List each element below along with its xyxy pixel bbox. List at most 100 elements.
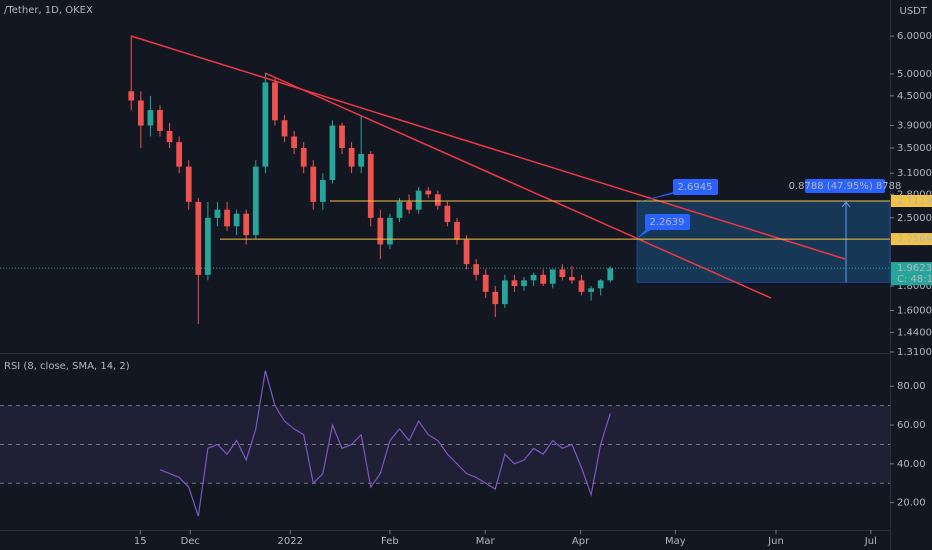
x-tick-label: Mar	[476, 536, 496, 547]
candle-body	[473, 264, 480, 275]
countdown-label: C: 48:17	[897, 274, 932, 285]
level-label-bg	[891, 195, 932, 208]
callout-bg	[673, 179, 718, 195]
candle-body	[166, 130, 173, 143]
candle-body	[377, 217, 384, 245]
candle-body	[454, 222, 460, 240]
candle-body	[549, 269, 556, 284]
measure-box	[636, 200, 891, 283]
trend-line	[264, 72, 772, 299]
candle-body	[195, 201, 202, 275]
candle-body	[185, 166, 192, 202]
y-tick-label: 2.5000	[897, 213, 932, 224]
candle-body	[358, 154, 365, 167]
x-tick-label: Dec	[181, 536, 200, 547]
y-tick-label: 1.6000	[897, 305, 932, 316]
candle-body	[540, 274, 547, 284]
candle-body	[396, 201, 403, 218]
candle-body	[319, 179, 326, 202]
candle-body	[281, 120, 288, 137]
candle-body	[176, 142, 183, 167]
x-tick-label: May	[665, 536, 686, 547]
candle-body	[607, 268, 614, 281]
candle-body	[530, 274, 537, 281]
candle-body	[406, 201, 412, 210]
candle-body	[224, 209, 230, 227]
candle-body	[578, 280, 585, 292]
callout-bg	[645, 214, 690, 230]
candle-body	[415, 190, 422, 210]
candle-body	[243, 213, 250, 236]
candle-body	[329, 125, 336, 180]
candle-layer	[128, 36, 614, 324]
candle-body	[521, 280, 527, 287]
candle-body	[482, 274, 489, 292]
rsi-band	[0, 405, 890, 484]
candle-body	[300, 147, 307, 167]
rsi-title: RSI (8, close, SMA, 14, 2)	[4, 361, 130, 372]
chart-title: /Tether, 1D, OKEX	[4, 5, 93, 16]
y-tick-label: 3.9000	[897, 121, 932, 132]
candle-body	[348, 147, 355, 167]
candle-body	[425, 190, 432, 195]
y-tick-label: 6.0000	[897, 31, 932, 42]
y-tick-label: 1.8000	[897, 281, 932, 292]
y-tick-label: 1.4400	[897, 327, 932, 338]
callout-pointer	[637, 191, 685, 203]
y-tick-label: 5.0000	[897, 69, 932, 80]
y-tick-label: 4.5000	[897, 91, 932, 102]
candle-body	[588, 288, 594, 292]
x-tick-label: Apr	[572, 536, 590, 547]
candle-body	[511, 280, 518, 287]
y-tick-label: 3.1000	[897, 168, 932, 179]
rsi-y-tick-label: 80.00	[897, 381, 926, 392]
currency: USDT	[900, 6, 928, 17]
candle-body	[387, 217, 393, 245]
candle-body	[463, 239, 470, 265]
candle-body	[157, 110, 163, 131]
rsi-y-tick-label: 40.00	[897, 459, 926, 470]
candle-body	[569, 277, 575, 281]
y-tick-label: 3.5000	[897, 143, 932, 154]
candle-body	[559, 269, 566, 278]
candle-body	[444, 205, 451, 223]
measure-label-bg	[805, 179, 885, 193]
x-tick-label: Jun	[767, 536, 784, 547]
candle-body	[252, 166, 259, 236]
candle-body	[492, 291, 499, 305]
y-tick-label: 1.3100	[897, 347, 932, 358]
rsi-y-tick-label: 20.00	[897, 498, 926, 509]
candle-body	[233, 213, 240, 227]
candle-body	[214, 209, 221, 218]
callout-label: 2.2639	[650, 217, 685, 228]
level-label: 2.2569	[897, 234, 932, 245]
level-label: 2.7113	[897, 196, 932, 207]
candle-body	[367, 154, 374, 218]
candle-body	[434, 194, 441, 206]
candle-body	[339, 125, 345, 148]
x-tick-label: Feb	[381, 536, 399, 547]
candle-body	[137, 100, 144, 126]
candle-body	[262, 82, 269, 167]
rsi-y-tick-label: 60.00	[897, 420, 926, 431]
x-tick-label: 15	[134, 536, 147, 547]
y-tick-label: 2.8000	[897, 189, 932, 200]
last-price-bg	[891, 262, 932, 286]
candle-body	[205, 217, 211, 275]
candle-body	[128, 91, 135, 101]
rsi-line	[159, 370, 611, 517]
trend-line	[130, 35, 846, 260]
measure-arrow-head	[841, 201, 851, 208]
level-label-bg	[891, 233, 932, 246]
candle-body	[502, 280, 508, 305]
x-tick-label: Jul	[864, 536, 877, 547]
candle-body	[597, 280, 604, 289]
measure-label: 0.8788 (47.95%) 8788	[789, 181, 902, 192]
x-tick-label: 2022	[278, 536, 303, 547]
last-price-label: 1.9623	[897, 263, 932, 274]
callout-label: 2.6945	[678, 182, 713, 193]
candle-body	[272, 82, 278, 121]
candle-body	[147, 110, 154, 126]
